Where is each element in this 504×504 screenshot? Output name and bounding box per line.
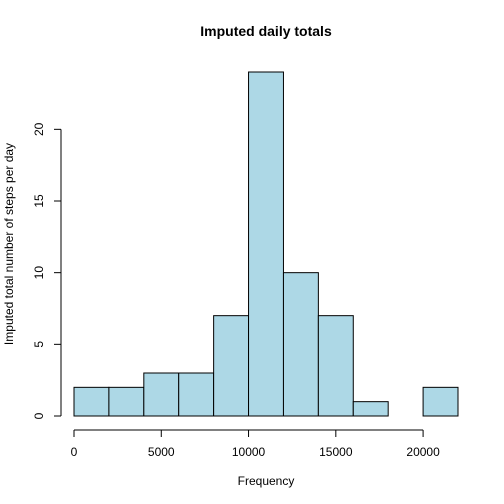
- bars-group: [73, 71, 459, 417]
- y-axis-label: Imputed total number of steps per day: [2, 143, 16, 345]
- x-axis-label: Frequency: [238, 474, 295, 488]
- histogram-bar: [73, 386, 110, 417]
- histogram-bar: [248, 71, 284, 417]
- x-axis: 0 5000 10000 15000 20000: [71, 429, 440, 459]
- histogram-bar: [213, 315, 250, 417]
- x-tick-label: 5000: [148, 445, 175, 459]
- y-tick-label: 5: [32, 341, 46, 348]
- histogram-bar: [108, 386, 145, 417]
- histogram-bar: [352, 401, 389, 417]
- x-tick-label: 15000: [319, 445, 353, 459]
- y-tick-label: 15: [32, 194, 46, 208]
- x-tick-label: 0: [71, 445, 78, 459]
- y-axis: 0 5 10 15 20: [32, 122, 62, 419]
- histogram-bar: [143, 372, 180, 417]
- y-tick-label: 20: [32, 122, 46, 136]
- histogram-bar: [317, 315, 354, 417]
- y-tick-label: 10: [32, 266, 46, 280]
- x-tick-label: 20000: [406, 445, 440, 459]
- x-tick-label: 10000: [232, 445, 266, 459]
- y-tick-label: 0: [32, 412, 46, 419]
- histogram-bar: [178, 372, 215, 417]
- histogram-bar: [282, 272, 319, 417]
- chart-title: Imputed daily totals: [200, 23, 332, 39]
- histogram-bar: [422, 386, 459, 417]
